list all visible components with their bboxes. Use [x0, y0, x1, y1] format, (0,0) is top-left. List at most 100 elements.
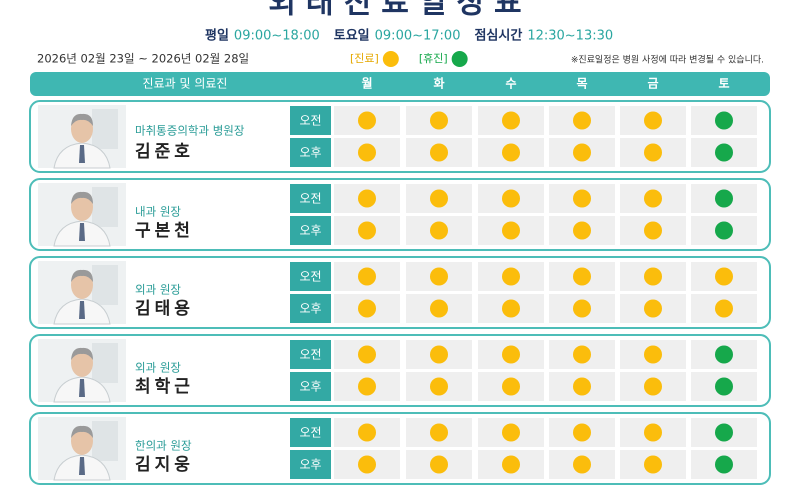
notice: ※진료일정은 병원 사정에 따라 변경될 수 있습니다.	[571, 54, 764, 66]
day-header: 목	[576, 77, 587, 91]
status-dot	[430, 267, 448, 286]
status-dot	[502, 221, 520, 240]
status-dot	[715, 423, 733, 442]
photo-backdrop	[92, 265, 118, 305]
session-box	[290, 262, 331, 291]
hours-time: 12:30~13:30	[527, 29, 613, 44]
status-dot	[644, 423, 662, 442]
status-dot	[358, 143, 376, 162]
photo-head	[71, 115, 93, 143]
status-dot	[430, 189, 448, 208]
status-dot	[430, 423, 448, 442]
status-dot	[644, 377, 662, 396]
day-header: 토	[718, 77, 729, 91]
status-dot	[715, 377, 733, 396]
status-dot	[715, 299, 733, 318]
photo-hair	[71, 191, 93, 204]
photo-backdrop	[92, 109, 118, 149]
status-dot	[502, 455, 520, 474]
status-dot	[358, 455, 376, 474]
status-dot	[573, 455, 591, 474]
photo-head	[71, 271, 93, 299]
session-label: 오전	[299, 426, 321, 440]
status-dot	[573, 377, 591, 396]
photo-tie	[79, 223, 85, 241]
status-dot	[715, 189, 733, 208]
status-dot	[644, 455, 662, 474]
session-label: 오전	[299, 114, 321, 128]
status-dot	[502, 267, 520, 286]
status-dot	[358, 299, 376, 318]
photo-hair	[71, 347, 93, 360]
photo-tie	[79, 145, 85, 163]
status-dot	[573, 189, 591, 208]
status-dot	[644, 143, 662, 162]
status-dot	[715, 267, 733, 286]
session-box	[290, 340, 331, 369]
status-dot	[358, 377, 376, 396]
session-box	[290, 450, 331, 479]
day-header: 수	[505, 77, 516, 91]
day-header: 금	[647, 77, 658, 91]
session-box	[290, 106, 331, 135]
session-box	[290, 418, 331, 447]
department: 외과 원장	[135, 361, 181, 375]
status-dot	[502, 423, 520, 442]
doctor-name: 김지웅	[135, 455, 194, 475]
session-label: 오전	[299, 270, 321, 284]
hours-time: 09:00~17:00	[375, 29, 461, 44]
header-bar	[30, 72, 770, 96]
doctor-name: 김태용	[135, 299, 194, 319]
status-dot	[573, 345, 591, 364]
status-dot	[573, 143, 591, 162]
status-dot	[358, 111, 376, 130]
hours-time: 09:00~18:00	[234, 29, 320, 44]
session-label: 오전	[299, 348, 321, 362]
status-dot	[502, 111, 520, 130]
status-dot	[715, 455, 733, 474]
status-dot	[715, 221, 733, 240]
hours-label: 점심시간	[474, 28, 522, 44]
title: 외래진료일정표	[268, 0, 531, 21]
photo-backdrop	[92, 421, 118, 461]
session-label: 오후	[299, 146, 321, 160]
session-box	[290, 372, 331, 401]
status-dot	[644, 111, 662, 130]
status-dot	[430, 111, 448, 130]
status-dot	[715, 111, 733, 130]
legend-label: [휴진]	[419, 52, 448, 65]
day-header: 화	[433, 76, 444, 91]
status-dot	[644, 189, 662, 208]
status-dot	[358, 189, 376, 208]
status-dot	[502, 299, 520, 318]
status-dot	[358, 423, 376, 442]
photo-hair	[71, 113, 93, 126]
session-box	[290, 294, 331, 323]
doctor-name: 최학근	[135, 377, 194, 397]
session-label: 오후	[299, 302, 321, 316]
status-dot	[430, 345, 448, 364]
photo-backdrop	[92, 343, 118, 383]
status-dot	[358, 267, 376, 286]
hours-label: 토요일	[334, 29, 370, 44]
status-dot	[644, 267, 662, 286]
status-dot	[502, 377, 520, 396]
photo-tie	[79, 301, 85, 319]
period: 2026년 02월 23일 ~ 2026년 02월 28일	[37, 52, 249, 66]
photo-head	[71, 193, 93, 221]
hours-label: 평일	[205, 28, 229, 44]
header-label: 진료과 및 의료진	[143, 77, 228, 91]
status-dot	[644, 299, 662, 318]
status-dot	[358, 221, 376, 240]
status-dot	[502, 189, 520, 208]
department: 외과 원장	[135, 283, 181, 297]
status-dot	[573, 267, 591, 286]
photo-hair	[71, 269, 93, 282]
day-header: 월	[361, 76, 372, 91]
status-dot	[573, 111, 591, 130]
legend-label: [진료]	[350, 52, 379, 65]
session-box	[290, 216, 331, 245]
status-dot	[430, 455, 448, 474]
session-label: 오후	[299, 458, 321, 472]
